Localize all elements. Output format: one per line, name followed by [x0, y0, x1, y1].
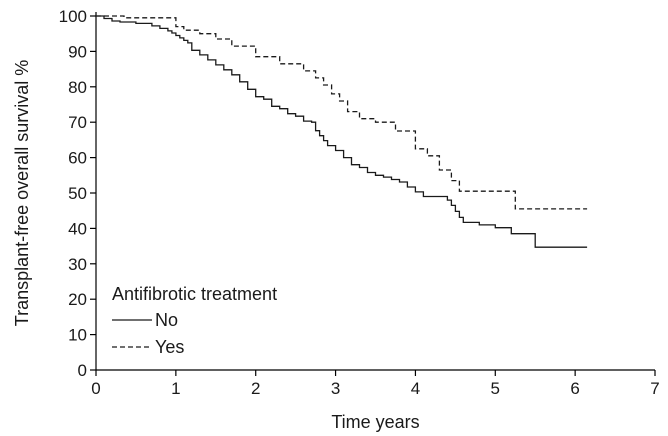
y-tick-label: 80 — [68, 78, 87, 97]
y-tick-label: 40 — [68, 219, 87, 238]
legend-label-yes: Yes — [155, 337, 184, 357]
x-tick-label: 7 — [650, 379, 659, 398]
x-tick-label: 5 — [491, 379, 500, 398]
y-tick-label: 0 — [78, 361, 87, 380]
y-tick-label: 60 — [68, 149, 87, 168]
y-tick-label: 10 — [68, 326, 87, 345]
legend-label-no: No — [155, 310, 178, 330]
x-tick-label: 2 — [251, 379, 260, 398]
series-line-no — [96, 15, 588, 248]
y-tick-label: 20 — [68, 290, 87, 309]
y-axis-title: Transplant-free overall survival % — [12, 60, 32, 326]
x-tick-label: 6 — [570, 379, 579, 398]
legend: Antifibrotic treatment No Yes — [112, 284, 277, 357]
x-tick-label: 0 — [91, 379, 100, 398]
y-tick-label: 30 — [68, 255, 87, 274]
y-tick-label: 70 — [68, 113, 87, 132]
x-axis-title: Time years — [331, 412, 419, 432]
legend-title: Antifibrotic treatment — [112, 284, 277, 304]
y-tick-label: 90 — [68, 42, 87, 61]
series-layer — [96, 15, 588, 248]
series-line-yes — [96, 15, 588, 210]
y-tick-label: 100 — [59, 7, 87, 26]
y-tick-label: 50 — [68, 184, 87, 203]
x-tick-label: 4 — [411, 379, 420, 398]
x-tick-label: 3 — [331, 379, 340, 398]
x-tick-label: 1 — [171, 379, 180, 398]
